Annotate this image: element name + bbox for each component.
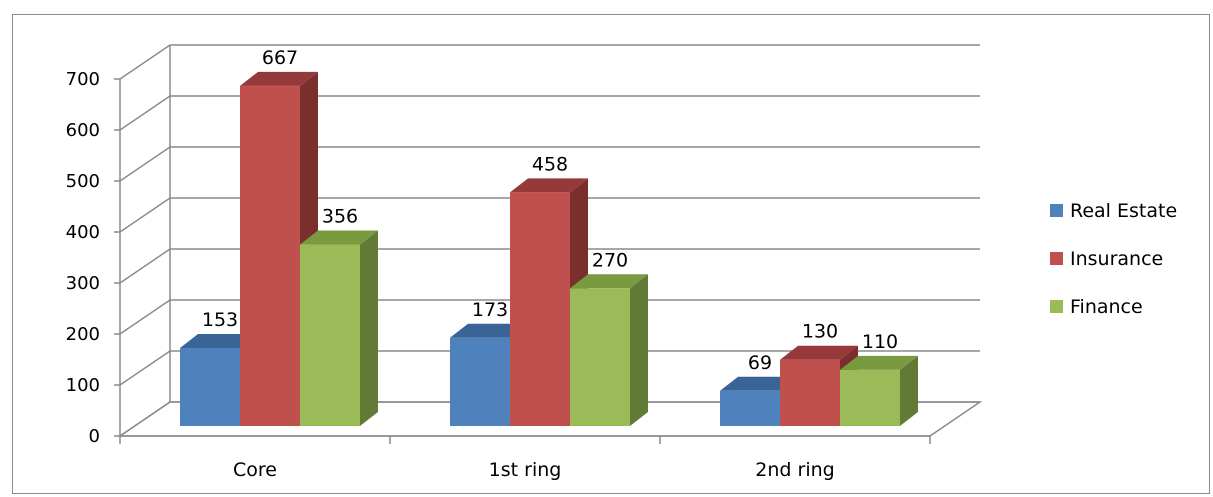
- bar-side: [360, 230, 378, 426]
- bar-side: [900, 355, 918, 426]
- bar: [300, 244, 360, 426]
- bar-side: [630, 274, 648, 426]
- bar-top: [180, 333, 258, 348]
- bar-top: [840, 355, 918, 370]
- gridline-diagonal: [119, 248, 171, 284]
- axes: 0 100 200 300 400 500 600 700 Core 1st ring 2nd ri…: [66, 69, 931, 481]
- bar: [780, 359, 840, 426]
- y-tick-label: 200: [66, 324, 100, 345]
- bar: [570, 288, 630, 426]
- bar: [180, 347, 240, 426]
- y-tick-label: 600: [66, 120, 100, 141]
- bar: [840, 369, 900, 426]
- data-label: 173: [472, 299, 508, 321]
- data-labels: 153 667 356 173 458 270 69 130 110: [202, 47, 898, 374]
- bar: [240, 85, 300, 426]
- gridline-diagonal: [119, 146, 171, 182]
- legend-swatch: [1050, 300, 1063, 313]
- data-label: 270: [592, 249, 628, 271]
- bar-top: [780, 345, 858, 360]
- bar-top: [570, 274, 648, 289]
- bar: [720, 390, 780, 426]
- data-label: 667: [262, 47, 298, 69]
- legend-label: Real Estate: [1070, 200, 1177, 222]
- y-tick-label: 400: [66, 222, 100, 243]
- x-tick-label: 1st ring: [489, 459, 562, 481]
- bar-top: [300, 230, 378, 245]
- bar-top: [450, 323, 528, 338]
- data-label: 69: [748, 352, 772, 374]
- legend-swatch: [1050, 252, 1063, 265]
- gridline-diagonal: [119, 350, 171, 386]
- data-label: 458: [532, 153, 568, 175]
- legend-label: Finance: [1070, 296, 1143, 318]
- bars: [180, 71, 918, 426]
- y-tick-label: 500: [66, 171, 100, 192]
- data-label: 110: [862, 331, 898, 353]
- data-label: 356: [322, 205, 358, 227]
- bar: [510, 192, 570, 426]
- legend-swatch: [1050, 204, 1063, 217]
- bar-top: [720, 376, 798, 391]
- gridline-diagonal: [119, 44, 171, 80]
- gridline-diagonal: [119, 299, 171, 335]
- y-tick-label: 700: [66, 69, 100, 90]
- y-tick-label: 0: [89, 426, 100, 447]
- x-tick-label: 2nd ring: [755, 459, 834, 481]
- gridline-diagonal: [119, 95, 171, 131]
- y-tick-label: 300: [66, 273, 100, 294]
- x-tick-label: Core: [233, 459, 277, 481]
- legend: Real Estate Insurance Finance: [1050, 200, 1177, 318]
- data-label: 130: [802, 321, 838, 343]
- y-tick-label: 100: [66, 375, 100, 396]
- bar: [450, 337, 510, 426]
- bar-top: [240, 71, 318, 86]
- gridline-diagonal: [119, 197, 171, 233]
- data-label: 153: [202, 309, 238, 331]
- bar-top: [510, 178, 588, 193]
- legend-label: Insurance: [1070, 248, 1163, 270]
